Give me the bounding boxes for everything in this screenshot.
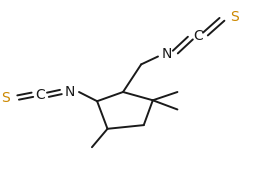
Text: N: N (162, 47, 172, 61)
Text: S: S (230, 10, 239, 24)
Text: C: C (193, 29, 203, 43)
Text: N: N (65, 85, 75, 99)
Text: C: C (35, 88, 45, 102)
Text: S: S (1, 91, 10, 105)
